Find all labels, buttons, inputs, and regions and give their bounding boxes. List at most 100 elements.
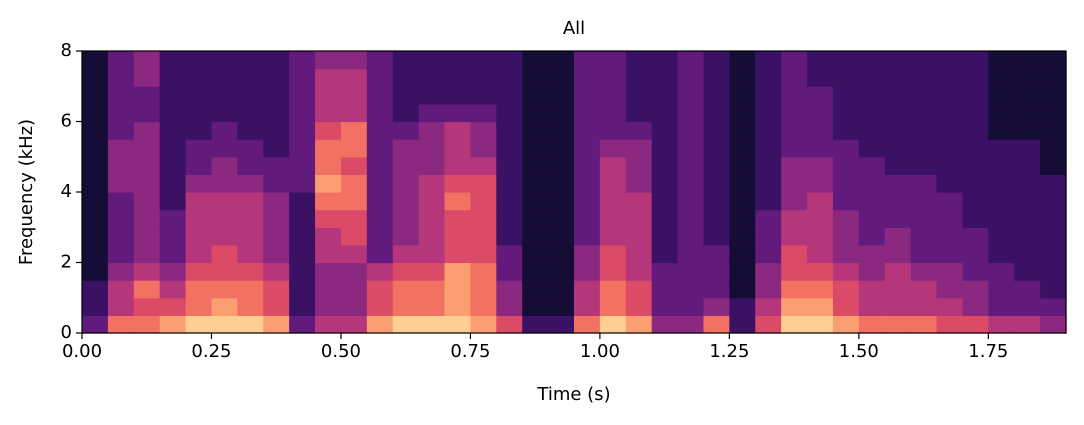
- heatmap-cell: [677, 192, 705, 211]
- y-tick-label: 6: [61, 111, 72, 132]
- heatmap-cell: [211, 86, 238, 105]
- heatmap-cell: [910, 262, 938, 281]
- x-axis-label: Time (s): [536, 384, 610, 405]
- heatmap-cell: [884, 121, 912, 140]
- heatmap-cell: [807, 86, 834, 105]
- heatmap-cell: [729, 244, 756, 264]
- heatmap-cell: [781, 192, 808, 211]
- heatmap-cell: [159, 244, 187, 264]
- heatmap-cell: [832, 244, 860, 264]
- heatmap-cell: [832, 139, 860, 158]
- heatmap-cell: [703, 297, 730, 316]
- heatmap-cell: [962, 156, 989, 175]
- heatmap-cell: [755, 209, 782, 228]
- heatmap-cell: [651, 156, 679, 175]
- heatmap-cell: [574, 244, 601, 264]
- heatmap-cell: [263, 262, 290, 281]
- x-tick-label: 1.75: [968, 341, 1008, 362]
- heatmap-cell: [651, 262, 679, 281]
- heatmap-cell: [133, 192, 161, 211]
- heatmap-cell: [574, 315, 601, 334]
- heatmap-cell: [444, 86, 472, 105]
- heatmap-cell: [418, 68, 446, 87]
- heatmap-cell: [1014, 156, 1041, 175]
- heatmap-cell: [729, 297, 756, 316]
- heatmap-cell: [522, 262, 549, 281]
- heatmap-cell: [988, 192, 1015, 211]
- heatmap-cell: [107, 121, 135, 140]
- heatmap-cell: [807, 262, 834, 281]
- heatmap-cell: [366, 68, 394, 87]
- heatmap-cell: [289, 297, 316, 316]
- heatmap-cell: [289, 86, 316, 105]
- heatmap-cell: [470, 139, 497, 158]
- heatmap-cell: [962, 121, 989, 140]
- heatmap-cell: [962, 68, 989, 87]
- heatmap-cell: [366, 174, 394, 193]
- heatmap-cell: [1040, 121, 1067, 140]
- heatmap-cell: [858, 51, 886, 70]
- heatmap-cell: [315, 51, 342, 70]
- heatmap-cell: [988, 51, 1015, 70]
- heatmap-cell: [574, 192, 601, 211]
- heatmap-cell: [315, 280, 342, 299]
- chart-title: All: [563, 18, 585, 39]
- heatmap-cell: [625, 192, 653, 211]
- heatmap-cell: [392, 174, 420, 193]
- x-tick-label: 0.00: [62, 341, 102, 362]
- heatmap-cell: [807, 51, 834, 70]
- heatmap-cell: [651, 139, 679, 158]
- heatmap-cell: [496, 139, 523, 158]
- heatmap-cell: [185, 51, 213, 70]
- heatmap-cell: [1014, 121, 1041, 140]
- heatmap-cell: [729, 174, 756, 193]
- heatmap-cell: [133, 297, 161, 316]
- heatmap-cell: [496, 227, 523, 246]
- heatmap-cell: [651, 280, 679, 299]
- heatmap-cell: [289, 315, 316, 334]
- heatmap-cell: [315, 86, 342, 105]
- heatmap-cell: [418, 209, 446, 228]
- heatmap-cell: [82, 280, 109, 299]
- heatmap-cell: [651, 227, 679, 246]
- heatmap-cell: [392, 156, 420, 175]
- heatmap-cell: [729, 139, 756, 158]
- heatmap-cell: [1040, 139, 1067, 158]
- heatmap-cell: [1014, 297, 1041, 316]
- heatmap-cell: [625, 297, 653, 316]
- heatmap-cell: [263, 51, 290, 70]
- heatmap-cell: [237, 121, 264, 140]
- heatmap-cell: [289, 174, 316, 193]
- heatmap-cell: [315, 121, 342, 140]
- heatmap-cell: [574, 297, 601, 316]
- heatmap-cell: [185, 209, 213, 228]
- heatmap-cell: [133, 209, 161, 228]
- heatmap-cell: [781, 86, 808, 105]
- heatmap-cell: [159, 68, 187, 87]
- heatmap-cell: [392, 51, 420, 70]
- heatmap-cell: [884, 244, 912, 264]
- heatmap-cell: [936, 139, 964, 158]
- heatmap-cell: [522, 174, 549, 193]
- heatmap-cell: [962, 227, 989, 246]
- heatmap-cell: [548, 262, 575, 281]
- heatmap-cell: [522, 103, 549, 123]
- heatmap-cell: [444, 192, 472, 211]
- heatmap-cell: [703, 51, 730, 70]
- heatmap-cell: [366, 209, 394, 228]
- heatmap-cell: [832, 103, 860, 123]
- heatmap-cell: [82, 244, 109, 264]
- heatmap-cell: [185, 139, 213, 158]
- heatmap-cell: [677, 315, 705, 334]
- heatmap-cell: [418, 244, 446, 264]
- heatmap-cell: [884, 139, 912, 158]
- heatmap-cell: [185, 244, 213, 264]
- heatmap-cell: [548, 51, 575, 70]
- heatmap-cell: [237, 209, 264, 228]
- heatmap-cell: [832, 174, 860, 193]
- heatmap-cell: [159, 262, 187, 281]
- x-tick-label: 1.50: [839, 341, 879, 362]
- heatmap-cell: [444, 51, 472, 70]
- heatmap-cell: [988, 174, 1015, 193]
